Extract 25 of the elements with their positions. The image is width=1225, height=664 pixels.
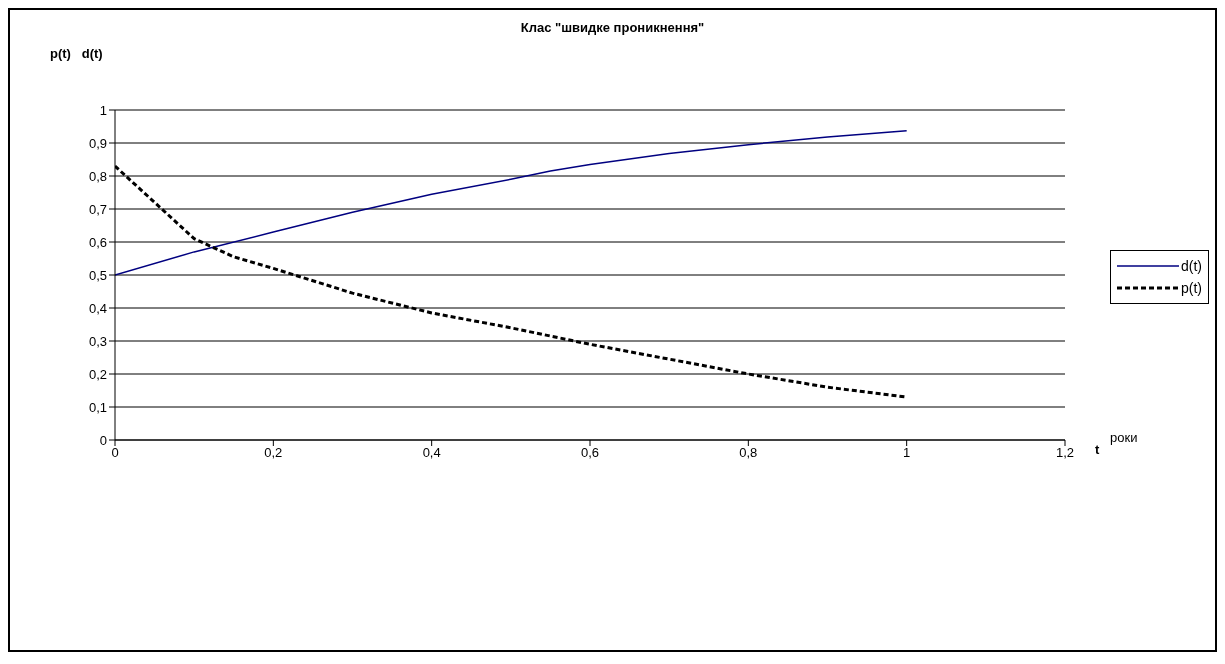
x-tick-label: 0,2 [264,445,283,461]
x-tick-label: 1 [903,445,911,461]
x-tick-label: 0,4 [422,445,441,461]
x-tick-label: 0,8 [739,445,758,461]
y-tick-label: 0,9 [88,135,107,151]
y-tick-label: 0,6 [88,234,107,250]
y-tick-label: 0,2 [88,366,107,382]
x-tick-label: 0 [111,445,119,461]
legend-label: d(t) [1181,258,1202,274]
line-series [115,130,908,276]
x-tick-label: 1,2 [1055,445,1075,461]
x-tick-label: 0,6 [580,445,600,461]
y-tick-label: 0,3 [88,333,107,349]
x-axis-title: t [1095,442,1100,457]
y-tick-label: 0,5 [88,267,107,283]
y-tick-label: 0 [99,432,107,448]
legend-label: p(t) [1181,280,1202,296]
y-tick-label: 0,8 [88,168,107,184]
y-tick-label: 1 [99,102,107,118]
y-tick-label: 0,7 [88,201,107,217]
y-axis-title: p(t) d(t) [50,46,103,61]
y-tick-label: 0,4 [88,300,107,316]
chart-title: Клас "швидке проникнення" [519,20,706,35]
text: роки [1110,430,1138,445]
y-tick-label: 0,1 [88,399,107,415]
